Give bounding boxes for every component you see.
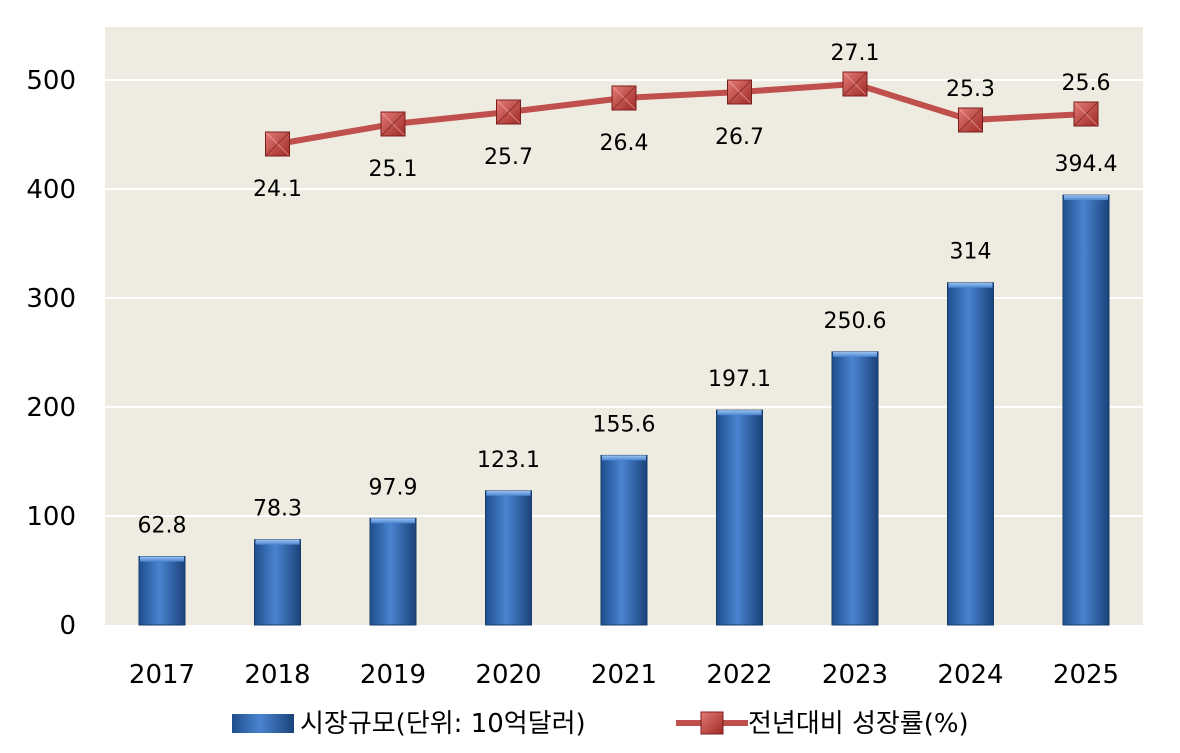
bar xyxy=(1062,194,1110,626)
y-tick-label: 100 xyxy=(26,502,76,532)
line-marker xyxy=(496,99,521,125)
axis: 0 100 200 300 400 500 2017 2018 2019 2020 2021 2022… xyxy=(26,66,1119,690)
x-tick-label: 2024 xyxy=(937,660,1003,690)
y-tick-label: 400 xyxy=(26,175,76,205)
line-data-label: 25.1 xyxy=(369,157,418,182)
bar-data-label: 97.9 xyxy=(369,475,418,500)
line-data-label: 25.3 xyxy=(946,77,995,102)
line-data-label: 27.1 xyxy=(831,41,880,66)
x-tick-label: 2019 xyxy=(360,660,426,690)
line-data-label: 25.7 xyxy=(484,145,533,170)
line-marker xyxy=(727,79,752,105)
bar-data-label: 78.3 xyxy=(253,497,302,522)
bar xyxy=(947,282,994,626)
x-tick-label: 2023 xyxy=(822,660,888,690)
y-tick-label: 200 xyxy=(26,393,76,423)
bar-data-label: 250.6 xyxy=(824,309,887,334)
x-tick-label: 2017 xyxy=(129,660,195,690)
bar-data-label: 155.6 xyxy=(593,412,656,437)
bar xyxy=(716,409,763,626)
line-marker xyxy=(380,111,406,137)
line-data-label: 26.4 xyxy=(600,131,649,156)
bar xyxy=(485,490,532,626)
bar xyxy=(369,517,417,626)
y-tick-label: 0 xyxy=(59,611,76,641)
bar-data-label: 197.1 xyxy=(708,367,771,392)
x-tick-label: 2018 xyxy=(244,660,310,690)
bar-series xyxy=(138,194,1110,626)
y-tick-label: 300 xyxy=(26,284,76,314)
bar xyxy=(138,556,186,626)
line-data-label: 24.1 xyxy=(253,177,302,202)
x-tick-label: 2022 xyxy=(706,660,772,690)
legend-bar-swatch xyxy=(232,714,294,733)
legend-marker-icon xyxy=(700,711,724,735)
legend-item-bar: 시장규모(단위: 10억달러) xyxy=(232,709,586,739)
x-tick-label: 2025 xyxy=(1053,660,1119,690)
legend: 시장규모(단위: 10억달러) 전년대비 성장률(%) xyxy=(232,709,969,739)
bar xyxy=(831,351,879,626)
bar-data-label: 394.4 xyxy=(1055,152,1118,177)
line-marker xyxy=(842,71,868,97)
line-marker xyxy=(1073,101,1099,127)
bar-data-label: 123.1 xyxy=(477,448,540,473)
legend-line-label: 전년대비 성장률(%) xyxy=(748,709,969,739)
line-marker xyxy=(611,85,637,111)
line-marker xyxy=(265,131,290,157)
bar-data-label: 314 xyxy=(950,240,992,265)
line-data-label: 26.7 xyxy=(715,125,764,150)
data-labels: 62.8 78.3 97.9 123.1 155.6 197.1 250.6 314 394.4… xyxy=(138,41,1118,539)
x-tick-label: 2021 xyxy=(591,660,657,690)
line-series xyxy=(265,71,1099,157)
bar xyxy=(600,454,648,626)
line-marker xyxy=(958,107,983,133)
line-data-label: 25.6 xyxy=(1062,71,1111,96)
x-tick-label: 2020 xyxy=(475,660,541,690)
legend-item-line: 전년대비 성장률(%) xyxy=(676,709,969,739)
bar-data-label: 62.8 xyxy=(138,514,187,539)
legend-bar-label: 시장규모(단위: 10억달러) xyxy=(300,709,586,739)
bar xyxy=(254,539,301,626)
y-tick-label: 500 xyxy=(26,66,76,96)
growth-line xyxy=(276,81,1087,147)
